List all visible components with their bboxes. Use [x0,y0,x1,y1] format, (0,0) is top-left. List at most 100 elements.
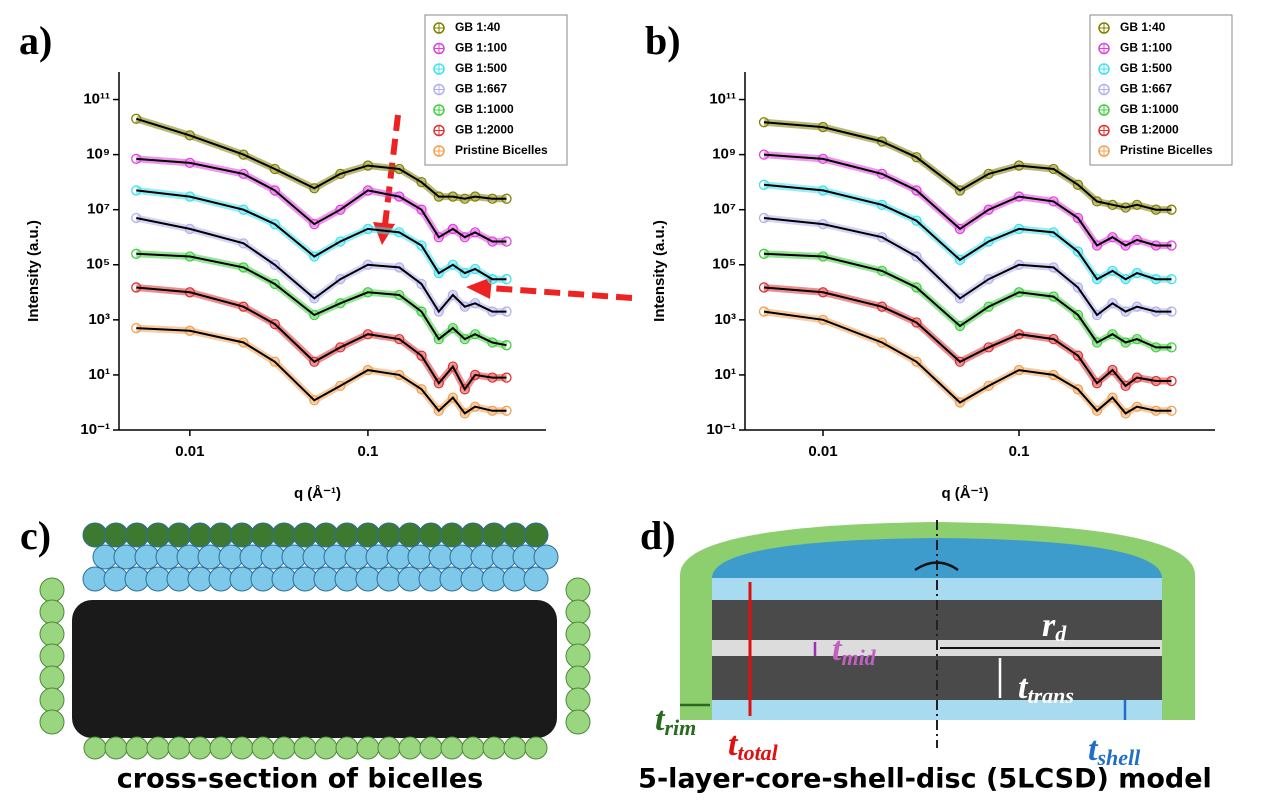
lipid-head [209,567,233,591]
lipid-head [147,737,169,759]
lipid-head [336,737,358,759]
lipid-head [314,567,338,591]
lipid-head [324,545,348,569]
lipid-head [125,567,149,591]
lipid-head [377,523,401,547]
x-tick-label: 0.01 [175,443,204,460]
lipid-head [492,545,516,569]
lipid-head [168,737,190,759]
legend-label: GB 1:1000 [455,102,514,116]
bicelle-drawing [40,523,590,759]
lipid-head [440,523,464,547]
y-tick-label: 10³ [714,311,736,328]
data-band [764,185,1172,279]
lipid-head [84,737,106,759]
lipid-head [440,567,464,591]
lipid-head [126,737,148,759]
lipid-head [146,523,170,547]
symbol-sub: mid [841,645,876,670]
lipid-head [503,523,527,547]
rim-head [40,666,64,690]
lipid-head [93,545,117,569]
body: c) d) cross-section of bicelles 5-layer-… [0,0,1263,800]
y-tick-label: 10⁻¹ [80,421,110,438]
lipid-head [482,523,506,547]
lipid-head [482,567,506,591]
fit-line [764,155,1172,246]
legend-label: GB 1:40 [455,20,501,34]
lipid-head [450,545,474,569]
lipid-head [441,737,463,759]
lipid-head [335,567,359,591]
legend-label: Pristine Bicelles [455,143,548,157]
data-band [136,288,506,390]
y-tick-label: 10¹ [714,366,736,383]
lipid-head [167,567,191,591]
lipid-head [114,545,138,569]
rim-head [566,710,590,734]
x-axis-label: q (Å⁻¹) [941,485,988,502]
lipid-head [272,523,296,547]
legend-label: GB 1:40 [1120,20,1166,34]
y-axis-label: Intensity (a.u.) [25,220,42,322]
lipid-head [104,523,128,547]
lipid-head [303,545,327,569]
lipid-head [420,737,442,759]
lipid-head [525,737,547,759]
x-tick-label: 0.01 [808,443,837,460]
lipid-head [408,545,432,569]
lipid-head [378,737,400,759]
lipid-head [146,567,170,591]
rim-head [40,710,64,734]
y-tick-label: 10⁵ [712,256,736,273]
lipid-head [461,567,485,591]
lipid-head [398,567,422,591]
legend-label: GB 1:500 [455,61,507,75]
lipid-head [240,545,264,569]
panel-label: c) [20,513,51,558]
caption: cross-section of bicelles [117,764,483,795]
y-tick-label: 10⁹ [86,146,110,163]
data-band [764,155,1172,246]
y-tick-label: 10⁷ [713,201,736,218]
lipid-head [366,545,390,569]
lipid-head [357,737,379,759]
panel-label: a) [19,18,52,63]
lipid-head [387,545,411,569]
lipid-head [461,523,485,547]
lipid-head [398,523,422,547]
lipid-head [252,737,274,759]
lipid-head [294,737,316,759]
lipid-head [356,523,380,547]
lipid-head [209,523,233,547]
fit-line [136,190,506,279]
symbol-label: tshell [1088,731,1141,770]
lipid-head [125,523,149,547]
lipid-head [335,523,359,547]
lipid-head [251,523,275,547]
lipid-head [83,567,107,591]
annotation-arrow [490,288,632,298]
lipid-head [177,545,201,569]
legend-label: GB 1:667 [455,82,507,96]
rim-head [40,600,64,624]
lipid-head [293,567,317,591]
lipid-head [282,545,306,569]
y-tick-label: 10¹¹ [709,91,736,108]
fit-line [764,312,1172,414]
lipid-head [462,737,484,759]
x-tick-label: 0.1 [1009,443,1030,460]
symbol-label: ttotal [728,726,779,765]
symbol-sub: d [1055,621,1067,646]
legend-label: GB 1:100 [455,41,507,55]
legend-label: GB 1:100 [1120,41,1172,55]
symbol-sub: rim [664,715,696,740]
legend-label: Pristine Bicelles [1120,143,1213,157]
x-tick-label: 0.1 [358,443,379,460]
lipid-head [513,545,537,569]
y-tick-label: 10⁷ [87,201,110,218]
lipid-head [210,737,232,759]
panel-label: d) [640,513,676,558]
legend-label: GB 1:1000 [1120,102,1179,116]
